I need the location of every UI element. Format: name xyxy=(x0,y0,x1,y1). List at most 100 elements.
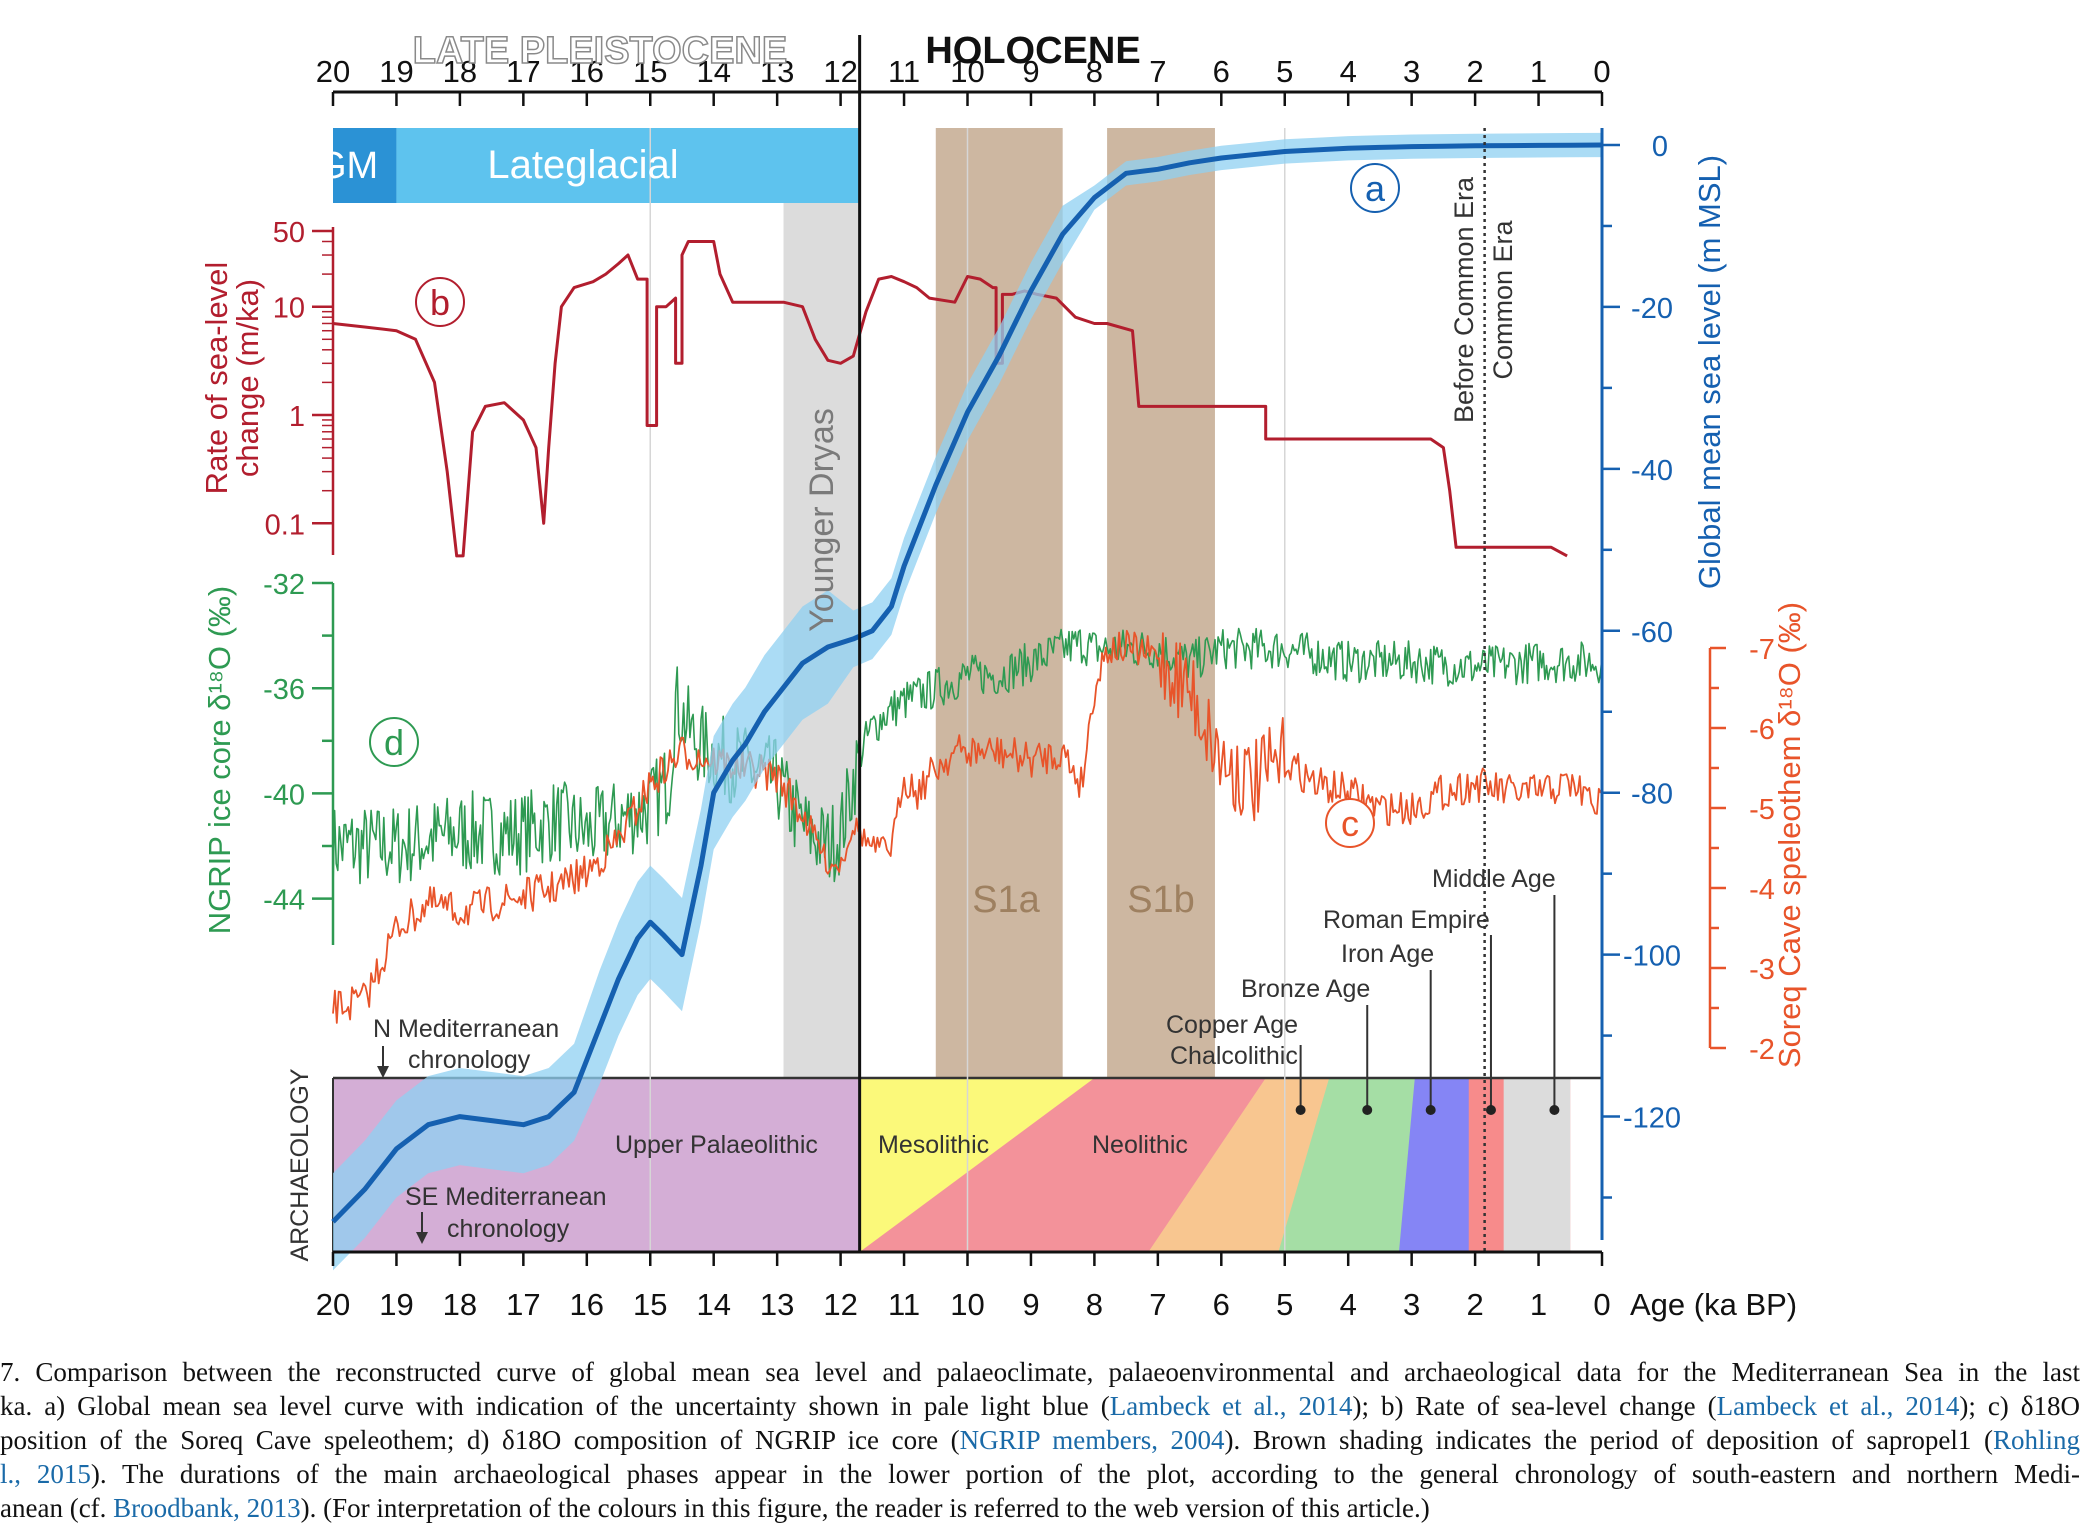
iron-age-label: Iron Age xyxy=(1341,940,1434,968)
n-chronology-arrow-head xyxy=(377,1066,389,1078)
soreq-tick-label: -6 xyxy=(1749,714,1775,746)
gmsl-tick-label: -20 xyxy=(1631,293,1673,325)
top-tick-label: 0 xyxy=(1593,54,1610,89)
bottom-tick-label: 16 xyxy=(570,1287,604,1322)
soreq-tick-label: -3 xyxy=(1749,954,1775,986)
holocene-label: HOLOCENE xyxy=(925,30,1140,72)
bronze-age-pointer-dot xyxy=(1362,1105,1373,1115)
caption-line: 7. Comparison between the reconstructed … xyxy=(0,1355,2080,1389)
citation-link[interactable]: NGRIP members, 2004 xyxy=(959,1425,1225,1455)
sea-level-figure: 2020191918181717161615151414131312121111… xyxy=(199,29,1807,1322)
top-tick-label: 13 xyxy=(760,54,794,89)
top-tick-label: 17 xyxy=(506,54,540,89)
middle-age-label: Middle Age xyxy=(1432,865,1556,893)
soreq-series xyxy=(332,629,1602,1024)
citation-link[interactable]: l., 2015 xyxy=(0,1459,91,1489)
neolithic-label: Neolithic xyxy=(1092,1131,1188,1159)
bottom-tick-label: 13 xyxy=(760,1287,794,1322)
bottom-tick-label: 12 xyxy=(823,1287,857,1322)
se-chronology-label-1: SE Mediterranean xyxy=(405,1183,607,1211)
top-tick-label: 4 xyxy=(1340,54,1357,89)
bottom-tick-label: 3 xyxy=(1403,1287,1420,1322)
rate-series xyxy=(332,240,1568,558)
s1b-band xyxy=(1107,128,1215,1078)
copper-age-label-1: Copper Age xyxy=(1166,1011,1298,1039)
rate-tick-label: 50 xyxy=(273,217,305,249)
ngrip-axis-title: NGRIP ice core δ¹⁸O (‰) xyxy=(202,586,237,934)
bottom-tick-label: 19 xyxy=(379,1287,413,1322)
citation-link[interactable]: Lambeck et al., 2014 xyxy=(1109,1391,1353,1421)
iron-age-pointer-dot xyxy=(1425,1105,1436,1115)
rate-tick-label: 0.1 xyxy=(265,509,305,541)
lateglacial-label: Lateglacial xyxy=(487,143,678,187)
bottom-tick-label: 2 xyxy=(1466,1287,1483,1322)
soreq-axis-title: Soreq Cave speleothem δ¹⁸O (‰) xyxy=(1772,602,1807,1068)
bottom-tick-label: 4 xyxy=(1340,1287,1357,1322)
bottom-tick-label: 5 xyxy=(1276,1287,1293,1322)
rate-tick-label: 10 xyxy=(273,293,305,325)
gmsl-axis-title: Global mean sea level (m MSL) xyxy=(1692,155,1727,589)
top-tick-label: 6 xyxy=(1213,54,1230,89)
top-tick-label: 12 xyxy=(823,54,857,89)
top-tick-label: 19 xyxy=(379,54,413,89)
younger-dryas-label: Younger Dryas xyxy=(803,408,841,632)
mesolithic-label: Mesolithic xyxy=(878,1131,989,1159)
gmsl-tick-label: -100 xyxy=(1623,941,1681,973)
svg-text:d: d xyxy=(384,722,404,763)
label-b: b xyxy=(415,277,465,327)
top-tick-label: 15 xyxy=(633,54,667,89)
copper-age-pointer-dot xyxy=(1295,1105,1306,1115)
n-chronology-label-1: N Mediterranean xyxy=(373,1015,559,1043)
ngrip-tick-label: -40 xyxy=(263,779,305,811)
middle-age-pointer-dot xyxy=(1549,1105,1560,1115)
citation-link[interactable]: Broodbank, 2013 xyxy=(113,1493,301,1523)
caption-text: ). Brown shading indicates the period of… xyxy=(1224,1425,1993,1455)
soreq-tick-label: -5 xyxy=(1749,794,1775,826)
caption-line: l., 2015). The durations of the main arc… xyxy=(0,1457,2080,1491)
gmsl-tick-label: -40 xyxy=(1631,455,1673,487)
top-tick-label: 8 xyxy=(1086,54,1103,89)
data-curves xyxy=(331,128,1603,1271)
top-tick-label: 11 xyxy=(888,54,920,89)
rate-tick-label: 1 xyxy=(289,401,305,433)
middle-age-block xyxy=(1503,1078,1571,1252)
se-chronology-label-2: chronology xyxy=(447,1215,570,1243)
caption-text: 7. Comparison between the reconstructed … xyxy=(0,1357,2080,1387)
s1b-label: S1b xyxy=(1127,879,1195,921)
s1a-label: S1a xyxy=(972,879,1040,921)
gmsl-tick-label: -80 xyxy=(1631,779,1673,811)
caption-line: anean (cf. Broodbank, 2013). (For interp… xyxy=(0,1491,2080,1525)
top-tick-label: 14 xyxy=(696,54,730,89)
lgm-bar xyxy=(333,128,397,203)
roman-empire-label: Roman Empire xyxy=(1323,906,1490,934)
label-c: c xyxy=(1325,798,1375,848)
bottom-tick-label: 15 xyxy=(633,1287,667,1322)
bottom-tick-label: 10 xyxy=(950,1287,984,1322)
top-tick-label: 10 xyxy=(950,54,984,89)
archaeology-axis-title: ARCHAEOLOGY xyxy=(286,1068,314,1261)
bottom-tick-label: 1 xyxy=(1530,1287,1547,1322)
caption-text: anean (cf. xyxy=(0,1493,114,1523)
copper-age-label-2: Chalcolithic xyxy=(1170,1042,1298,1070)
caption-text: position of the Soreq Cave speleothem; d… xyxy=(0,1425,960,1455)
period-bands xyxy=(333,128,1215,1078)
bce-label: Before Common Era xyxy=(1449,176,1479,423)
upper-palaeolithic-label: Upper Palaeolithic xyxy=(615,1131,818,1159)
svg-text:c: c xyxy=(1341,803,1359,844)
soreq-tick-label: -4 xyxy=(1749,874,1775,906)
ce-label: Common Era xyxy=(1488,219,1518,379)
n-chronology-label-2: chronology xyxy=(408,1046,531,1074)
citation-link[interactable]: Lambeck et al., 2014 xyxy=(1716,1391,1960,1421)
top-tick-label: 5 xyxy=(1276,54,1293,89)
top-tick-label: 7 xyxy=(1149,54,1166,89)
gmsl-tick-label: -120 xyxy=(1623,1103,1681,1135)
top-tick-label: 16 xyxy=(570,54,604,89)
bottom-tick-label: 9 xyxy=(1022,1287,1039,1322)
caption-text: ); b) Rate of sea-level change ( xyxy=(1352,1391,1717,1421)
caption-text: ); c) δ18O xyxy=(1959,1391,2080,1421)
rate-axis-title-2: change (m/ka) xyxy=(230,279,265,477)
gmsl-tick-label: 0 xyxy=(1652,131,1668,163)
citation-link[interactable]: Rohling xyxy=(1992,1425,2080,1455)
archaeology-blank xyxy=(1570,1078,1602,1252)
top-tick-label: 3 xyxy=(1403,54,1420,89)
